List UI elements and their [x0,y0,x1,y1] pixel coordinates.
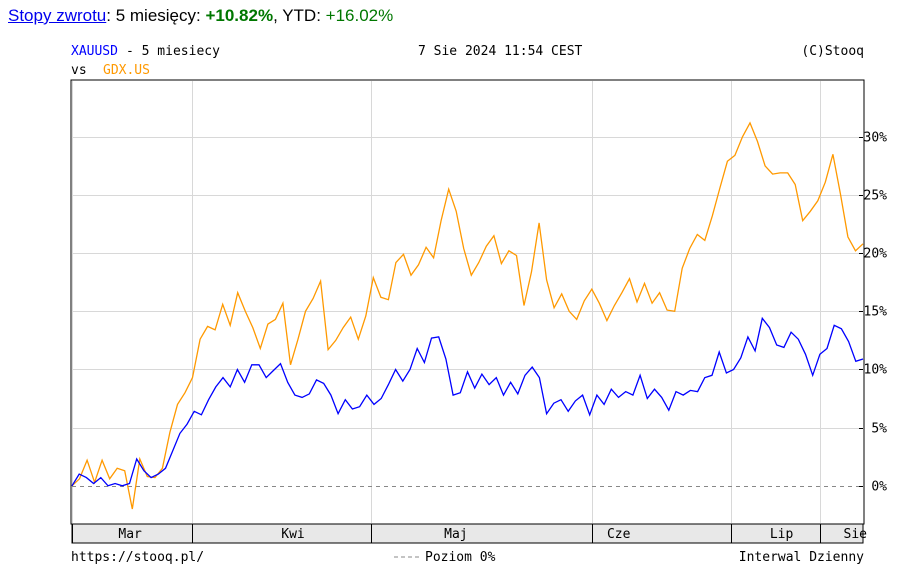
grid-lines [72,81,863,523]
y-tick-label: 10% [864,363,888,378]
y-tick-label: 0% [871,480,887,495]
y-tick-label: 30% [864,131,888,146]
series-line-gdx [71,121,864,510]
vs-label: vs [71,63,87,78]
y-tick-label: 25% [864,189,888,204]
y-tick-label: 15% [864,305,888,320]
period-return-value: +10.82% [205,6,274,25]
x-axis: Mar Kwi Maj Cze Lip Sie [72,524,868,543]
x-tick-label: Lip [770,527,794,542]
compare-symbol: GDX.US [103,63,150,78]
chart-copyright: (C)Stooq [801,44,864,59]
ytd-label: , YTD: [273,6,326,25]
chart-period: - 5 miesiecy [126,44,220,59]
x-tick-label: Cze [607,527,631,542]
series-line-xauusd [71,316,864,487]
x-tick-label: Sie [844,527,868,542]
plot-area [70,79,865,525]
footer-interval: Interwal Dzienny [739,550,864,565]
returns-summary: Stopy zwrotu: 5 miesięcy: +10.82%, YTD: … [8,6,393,26]
chart-symbol: XAUUSD [71,44,118,59]
y-tick-label: 20% [864,247,888,262]
zero-legend-label: Poziom 0% [425,550,496,565]
x-tick-label: Mar [118,527,142,542]
y-axis: 0% 5% 10% 15% 20% 25% 30% [859,131,887,495]
ytd-return-value: +16.02% [325,6,394,25]
x-tick-label: Kwi [281,527,304,542]
x-tick-label: Maj [444,527,467,542]
period-label: : 5 miesięcy: [106,6,206,25]
y-tick-label: 5% [871,422,887,437]
footer-url: https://stooq.pl/ [71,550,204,565]
returns-link[interactable]: Stopy zwrotu [8,6,107,25]
chart-timestamp: 7 Sie 2024 11:54 CEST [418,44,583,59]
